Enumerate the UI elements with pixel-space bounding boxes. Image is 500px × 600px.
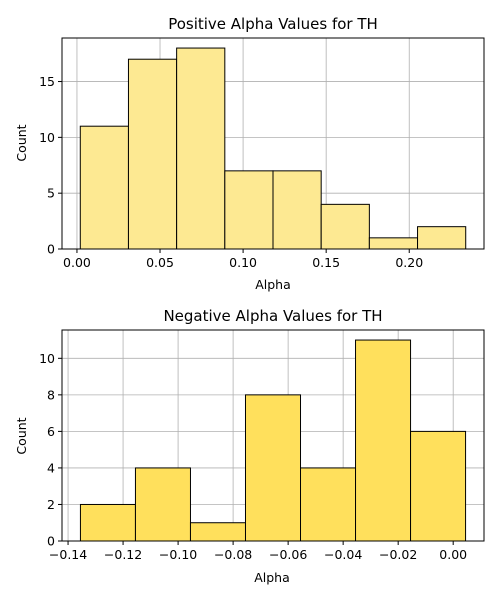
histogram-bar [134,467,191,542]
x-tick-label: −0.12 [104,547,142,562]
ticks: −0.14 −0.12 −0.10 −0.08 −0.06 −0.04 −0.02 0.00 0… [39,351,467,562]
histogram-bar [224,170,274,250]
histogram-bar [320,203,370,250]
x-tick-label: 0.20 [395,255,423,270]
y-tick-label: 4 [47,460,55,475]
histogram-bar [417,226,467,250]
histogram-bar [176,47,226,250]
y-tick-label: 2 [47,497,55,512]
histogram-bar [79,503,136,542]
y-axis-label: Count [14,124,29,161]
histogram-bar [368,237,419,250]
x-tick-label: 0.10 [229,255,257,270]
x-tick-label: −0.14 [49,547,87,562]
histogram-bar [244,394,302,542]
y-tick-label: 0 [47,534,55,549]
histogram-bar [272,170,322,250]
bars [79,339,467,542]
chart-title: Negative Alpha Values for TH [163,307,382,325]
y-tick-label: 8 [47,387,55,402]
x-tick-label: 0.05 [146,255,174,270]
y-tick-label: 0 [47,242,55,257]
x-tick-label: 0.00 [63,255,91,270]
histogram-bar [355,339,412,542]
x-tick-label: 0.00 [439,547,467,562]
x-axis-label: Alpha [254,570,290,585]
y-tick-label: 5 [47,186,55,201]
x-tick-label: −0.06 [269,547,307,562]
histogram-bar [410,430,467,542]
y-tick-label: 15 [39,74,55,89]
histogram-bar [79,125,129,250]
x-tick-label: −0.08 [214,547,252,562]
x-tick-label: −0.04 [324,547,362,562]
positive-alpha-histogram: Positive Alpha Values for TH 0.00 0.05 0.1… [14,15,485,292]
ticks: 0.00 0.05 0.10 0.15 0.20 0 5 10 15 [39,74,423,270]
histogram-bar [189,522,246,542]
y-tick-label: 6 [47,424,55,439]
bars [79,47,467,250]
histogram-bar [127,58,178,250]
y-axis-label: Count [14,417,29,454]
y-tick-label: 10 [39,130,55,145]
x-tick-label: −0.02 [379,547,417,562]
x-tick-label: 0.15 [312,255,340,270]
chart-title: Positive Alpha Values for TH [168,15,378,33]
negative-alpha-histogram: Negative Alpha Values for TH −0.14 −0.12−… [14,307,485,585]
histogram-bar [300,467,357,542]
plot-frame [61,37,485,250]
x-tick-label: −0.10 [159,547,197,562]
y-tick-label: 10 [39,351,55,366]
plot-frame [61,329,485,542]
x-axis-label: Alpha [255,277,291,292]
